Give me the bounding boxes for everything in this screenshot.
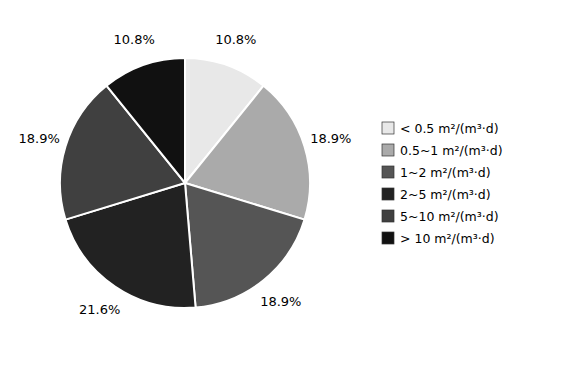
pie-slice: [185, 183, 305, 308]
legend-item: 2~5 m²/(m³·d): [382, 187, 491, 202]
data-label: 10.8%: [114, 32, 155, 47]
legend-item: 0.5~1 m²/(m³·d): [382, 143, 503, 158]
data-labels: 10.8% 18.9% 18.9% 21.6% 18.9% 10.8%: [19, 32, 352, 317]
legend-label: > 10 m²/(m³·d): [400, 231, 495, 246]
data-label: 18.9%: [19, 131, 60, 146]
data-label: 10.8%: [215, 32, 256, 47]
legend-label: 0.5~1 m²/(m³·d): [400, 143, 503, 158]
legend-item: 5~10 m²/(m³·d): [382, 209, 499, 224]
data-label: 21.6%: [79, 302, 120, 317]
legend-label: 1~2 m²/(m³·d): [400, 165, 491, 180]
legend-label: 2~5 m²/(m³·d): [400, 187, 491, 202]
data-label: 18.9%: [310, 131, 351, 146]
legend-label: < 0.5 m²/(m³·d): [400, 121, 499, 136]
data-label: 18.9%: [260, 294, 301, 309]
chart: 10.8% 18.9% 18.9% 21.6% 18.9% 10.8% < 0.5 m²/(…: [0, 0, 583, 366]
legend-swatch: [382, 210, 394, 222]
legend-label: 5~10 m²/(m³·d): [400, 209, 499, 224]
legend-swatch: [382, 232, 394, 244]
pie: [60, 58, 310, 308]
legend-item: 1~2 m²/(m³·d): [382, 165, 491, 180]
legend-swatch: [382, 122, 394, 134]
legend-swatch: [382, 144, 394, 156]
legend-swatch: [382, 166, 394, 178]
legend-swatch: [382, 188, 394, 200]
legend: < 0.5 m²/(m³·d) 0.5~1 m²/(m³·d) 1~2 m²/(m³…: [382, 121, 503, 246]
legend-item: > 10 m²/(m³·d): [382, 231, 495, 246]
legend-item: < 0.5 m²/(m³·d): [382, 121, 499, 136]
pie-slice: [106, 58, 185, 183]
